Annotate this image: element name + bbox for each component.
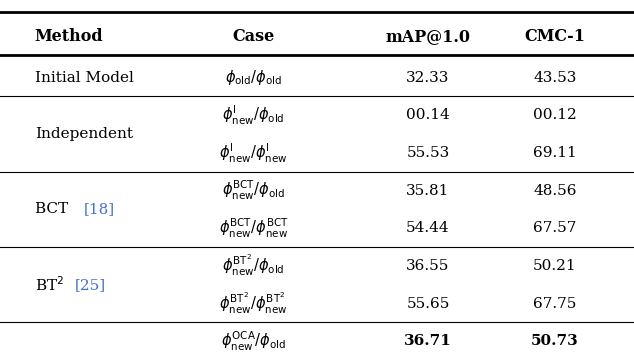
Text: 54.44: 54.44 bbox=[406, 221, 450, 235]
Text: 36.71: 36.71 bbox=[404, 334, 452, 348]
Text: [25]: [25] bbox=[75, 278, 106, 292]
Text: $\phi^{\mathrm{BT}^{2}}_{\mathrm{new}}/\phi_{\mathrm{old}}$: $\phi^{\mathrm{BT}^{2}}_{\mathrm{new}}/\… bbox=[223, 253, 285, 278]
Text: 67.57: 67.57 bbox=[533, 221, 576, 235]
Text: $\phi^{\mathrm{BCT}}_{\mathrm{new}}/\phi^{\mathrm{BCT}}_{\mathrm{new}}$: $\phi^{\mathrm{BCT}}_{\mathrm{new}}/\phi… bbox=[219, 217, 288, 240]
Text: CMC-1: CMC-1 bbox=[524, 29, 585, 45]
Text: 00.14: 00.14 bbox=[406, 108, 450, 122]
Text: Initial Model: Initial Model bbox=[35, 71, 134, 84]
Text: 55.65: 55.65 bbox=[406, 297, 450, 310]
Text: 48.56: 48.56 bbox=[533, 184, 576, 197]
Text: $\phi^{\mathrm{BT}^{2}}_{\mathrm{new}}/\phi^{\mathrm{BT}^{2}}_{\mathrm{new}}$: $\phi^{\mathrm{BT}^{2}}_{\mathrm{new}}/\… bbox=[219, 291, 288, 316]
Text: $\phi^{\mathrm{BCT}}_{\mathrm{new}}/\phi_{\mathrm{old}}$: $\phi^{\mathrm{BCT}}_{\mathrm{new}}/\phi… bbox=[222, 179, 285, 202]
Text: Independent: Independent bbox=[35, 127, 133, 141]
Text: [18]: [18] bbox=[84, 202, 115, 216]
Text: 55.53: 55.53 bbox=[406, 146, 450, 160]
Text: 00.12: 00.12 bbox=[533, 108, 577, 122]
Text: mAP@1.0: mAP@1.0 bbox=[385, 29, 470, 45]
Text: 50.21: 50.21 bbox=[533, 259, 576, 273]
Text: 35.81: 35.81 bbox=[406, 184, 450, 197]
Text: $\phi_{\mathrm{old}}/\phi_{\mathrm{old}}$: $\phi_{\mathrm{old}}/\phi_{\mathrm{old}}… bbox=[225, 68, 282, 87]
Text: $\phi^{\mathrm{I}}_{\mathrm{new}}/\phi_{\mathrm{old}}$: $\phi^{\mathrm{I}}_{\mathrm{new}}/\phi_{… bbox=[223, 104, 285, 127]
Text: Method: Method bbox=[35, 29, 103, 45]
Text: BCT: BCT bbox=[35, 202, 73, 216]
Text: $\phi^{\mathrm{I}}_{\mathrm{new}}/\phi^{\mathrm{I}}_{\mathrm{new}}$: $\phi^{\mathrm{I}}_{\mathrm{new}}/\phi^{… bbox=[219, 142, 288, 164]
Text: 32.33: 32.33 bbox=[406, 71, 450, 84]
Text: 36.55: 36.55 bbox=[406, 259, 450, 273]
Text: 67.75: 67.75 bbox=[533, 297, 576, 310]
Text: BT$^2$: BT$^2$ bbox=[35, 275, 66, 294]
Text: Case: Case bbox=[233, 29, 275, 45]
Text: $\phi^{\mathrm{OCA}}_{\mathrm{new}}/\phi_{\mathrm{old}}$: $\phi^{\mathrm{OCA}}_{\mathrm{new}}/\phi… bbox=[221, 330, 286, 352]
Text: 50.73: 50.73 bbox=[531, 334, 579, 348]
Text: 43.53: 43.53 bbox=[533, 71, 576, 84]
Text: 69.11: 69.11 bbox=[533, 146, 577, 160]
